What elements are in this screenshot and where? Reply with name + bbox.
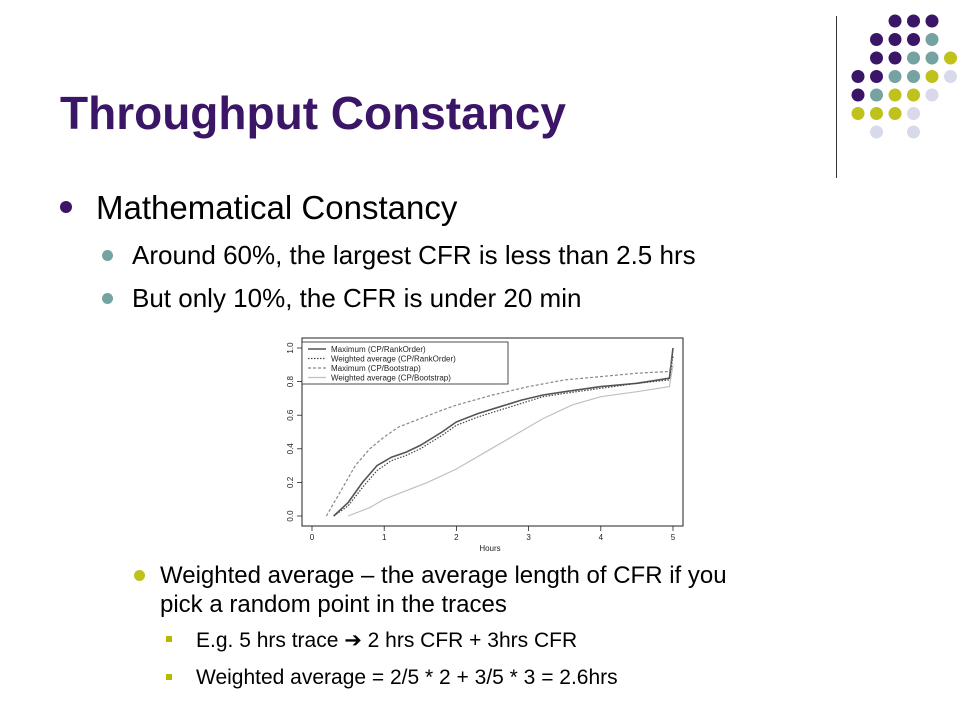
bullet-level2-item: But only 10%, the CFR is under 20 min [132, 283, 582, 313]
decorative-dot [851, 107, 865, 120]
decorative-dot [888, 33, 902, 46]
decorative-dot [888, 14, 902, 28]
decorative-dot [870, 70, 883, 83]
decorative-dot [907, 88, 920, 102]
decorative-dot [888, 88, 902, 102]
bullet-level3-line: pick a random point in the traces [160, 591, 507, 618]
decorative-dot-grid [851, 14, 957, 139]
decorative-dot [851, 70, 865, 83]
y-tick-label: 0.2 [286, 476, 295, 488]
decorative-vertical-line [836, 16, 837, 178]
decorative-dot [870, 88, 883, 102]
y-tick-label: 1.0 [286, 342, 295, 354]
bullet-dot-level2 [102, 293, 113, 304]
bullet-dot-level3 [134, 570, 145, 581]
decorative-dot [907, 51, 920, 65]
decorative-dot [907, 107, 920, 120]
bullet-dot-level2 [102, 250, 113, 261]
bullet-square-level4 [166, 674, 172, 680]
bullet-level4-item: Weighted average = 2/5 * 2 + 3/5 * 3 = 2… [196, 666, 618, 689]
x-tick-label: 5 [671, 533, 676, 542]
x-tick-label: 0 [310, 533, 315, 542]
decorative-dot [870, 107, 883, 120]
decorative-dot [907, 14, 920, 28]
decorative-dot [944, 51, 957, 65]
y-tick-label: 0.4 [286, 443, 295, 455]
decorative-dot [925, 51, 939, 65]
y-tick-label: 0.6 [286, 409, 295, 421]
decorative-dot [870, 33, 883, 46]
decorative-dot [907, 70, 920, 83]
series-line-3 [325, 356, 674, 517]
decorative-dot [870, 125, 883, 139]
y-tick-label: 0.0 [286, 510, 295, 522]
bullet-dot-level1 [60, 201, 72, 213]
decorative-dot [925, 88, 939, 102]
legend-label: Weighted average (CP/Bootstrap) [331, 374, 451, 383]
bullet-level2-item: Around 60%, the largest CFR is less than… [132, 240, 696, 270]
legend-label: Maximum (CP/Bootstrap) [331, 364, 421, 373]
legend-label: Weighted average (CP/RankOrder) [331, 355, 456, 364]
decorative-dot [870, 51, 883, 65]
decorative-dot [888, 70, 902, 83]
decorative-dot [888, 107, 902, 120]
series-line-4 [347, 364, 674, 517]
bullet-level4-item: E.g. 5 hrs trace ➔ 2 hrs CFR + 3hrs CFR [196, 629, 578, 652]
slide-title: Throughput Constancy [60, 87, 566, 139]
bullet-level3-line: Weighted average – the average length of… [160, 562, 727, 589]
decorative-dot [888, 51, 902, 65]
decorative-dot [925, 33, 939, 46]
bullet-square-level4 [166, 636, 172, 642]
x-tick-label: 3 [526, 533, 531, 542]
decorative-dot [851, 88, 865, 102]
decorative-dot [925, 70, 939, 83]
legend-label: Maximum (CP/RankOrder) [331, 345, 426, 354]
x-tick-label: 2 [454, 533, 459, 542]
series-line-1 [333, 347, 674, 517]
bullet-level1: Mathematical Constancy [96, 189, 458, 226]
x-tick-label: 4 [599, 533, 604, 542]
y-tick-label: 0.8 [286, 375, 295, 387]
plot-frame [301, 337, 684, 527]
cfr-cdf-chart: 0 1 2 3 4 5 0.0 0.2 0.4 0.6 0.8 1.0 Maximum (CP/Ran… [258, 335, 698, 558]
chart-legend [301, 341, 509, 385]
x-tick-label: 1 [382, 533, 387, 542]
decorative-dot [907, 125, 920, 139]
decorative-dot [944, 70, 957, 83]
decorative-dot [925, 14, 939, 28]
x-axis-label: Hours [479, 544, 500, 553]
decorative-dot [907, 33, 920, 46]
